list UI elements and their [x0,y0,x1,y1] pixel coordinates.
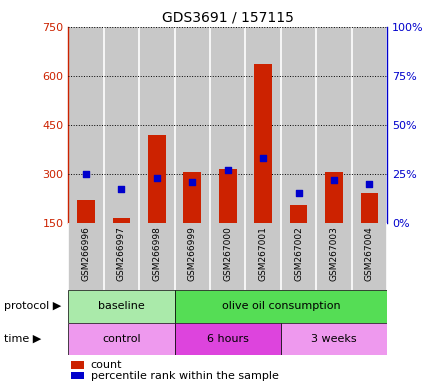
Point [189,179,196,185]
Bar [175,323,281,355]
Text: GSM267002: GSM267002 [294,226,303,281]
Bar [210,27,246,223]
Text: GSM266998: GSM266998 [152,226,161,281]
Bar [113,218,130,223]
Text: baseline: baseline [98,301,145,311]
Point [366,180,373,187]
Bar [316,27,352,223]
Bar [77,200,95,223]
Text: 6 hours: 6 hours [207,334,249,344]
Bar [68,290,175,323]
Text: GSM267003: GSM267003 [330,226,338,281]
Bar [68,27,104,223]
Text: GSM267000: GSM267000 [223,226,232,281]
Bar [139,27,175,223]
Text: GSM267001: GSM267001 [259,226,268,281]
Bar [254,65,272,223]
Bar [68,223,104,290]
Bar [281,223,316,290]
Text: control: control [102,334,141,344]
Text: count: count [91,360,122,370]
Bar [325,172,343,223]
Text: olive oil consumption: olive oil consumption [222,301,340,311]
Bar [281,27,316,223]
Point [330,177,337,183]
Point [118,186,125,192]
Bar [175,27,210,223]
Text: GSM266996: GSM266996 [81,226,91,281]
Text: GSM266999: GSM266999 [188,226,197,281]
Bar [210,223,246,290]
Bar [175,290,387,323]
Bar [352,223,387,290]
Bar [246,223,281,290]
Text: 3 weeks: 3 weeks [311,334,357,344]
Point [153,175,160,181]
Bar [316,223,352,290]
Bar [290,205,308,223]
Bar [246,27,281,223]
Bar [104,27,139,223]
Bar [148,135,166,223]
Bar [183,172,201,223]
Title: GDS3691 / 157115: GDS3691 / 157115 [162,10,293,24]
Text: protocol ▶: protocol ▶ [4,301,62,311]
Text: GSM266997: GSM266997 [117,226,126,281]
Bar [175,223,210,290]
Bar [71,372,84,379]
Bar [139,223,175,290]
Bar [71,361,84,369]
Text: GSM267004: GSM267004 [365,226,374,281]
Point [295,190,302,197]
Point [82,170,89,177]
Bar [361,194,378,223]
Bar [68,323,175,355]
Point [260,155,267,161]
Bar [281,323,387,355]
Bar [352,27,387,223]
Point [224,167,231,173]
Bar [219,169,237,223]
Text: percentile rank within the sample: percentile rank within the sample [91,371,279,381]
Bar [104,223,139,290]
Text: time ▶: time ▶ [4,334,42,344]
